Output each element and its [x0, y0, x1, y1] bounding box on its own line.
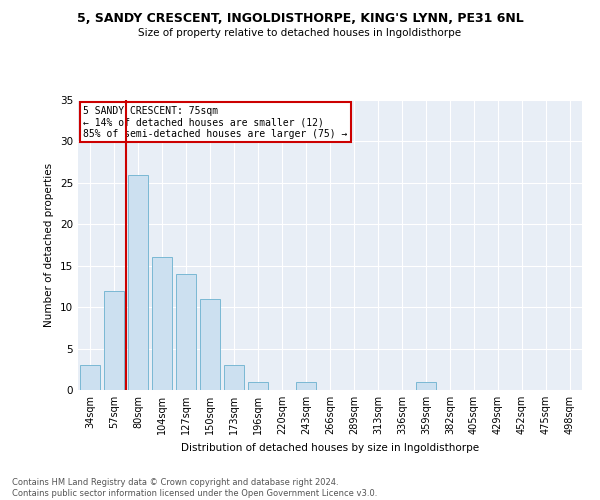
- Bar: [200, 299, 220, 390]
- Bar: [224, 365, 244, 390]
- Bar: [152, 258, 172, 390]
- X-axis label: Distribution of detached houses by size in Ingoldisthorpe: Distribution of detached houses by size …: [181, 442, 479, 452]
- Bar: [80, 365, 100, 390]
- Bar: [104, 290, 124, 390]
- Bar: [416, 382, 436, 390]
- Bar: [128, 174, 148, 390]
- Text: Size of property relative to detached houses in Ingoldisthorpe: Size of property relative to detached ho…: [139, 28, 461, 38]
- Bar: [248, 382, 268, 390]
- Text: Contains HM Land Registry data © Crown copyright and database right 2024.
Contai: Contains HM Land Registry data © Crown c…: [12, 478, 377, 498]
- Text: 5, SANDY CRESCENT, INGOLDISTHORPE, KING'S LYNN, PE31 6NL: 5, SANDY CRESCENT, INGOLDISTHORPE, KING'…: [77, 12, 523, 26]
- Bar: [296, 382, 316, 390]
- Bar: [176, 274, 196, 390]
- Y-axis label: Number of detached properties: Number of detached properties: [44, 163, 55, 327]
- Text: 5 SANDY CRESCENT: 75sqm
← 14% of detached houses are smaller (12)
85% of semi-de: 5 SANDY CRESCENT: 75sqm ← 14% of detache…: [83, 106, 347, 139]
